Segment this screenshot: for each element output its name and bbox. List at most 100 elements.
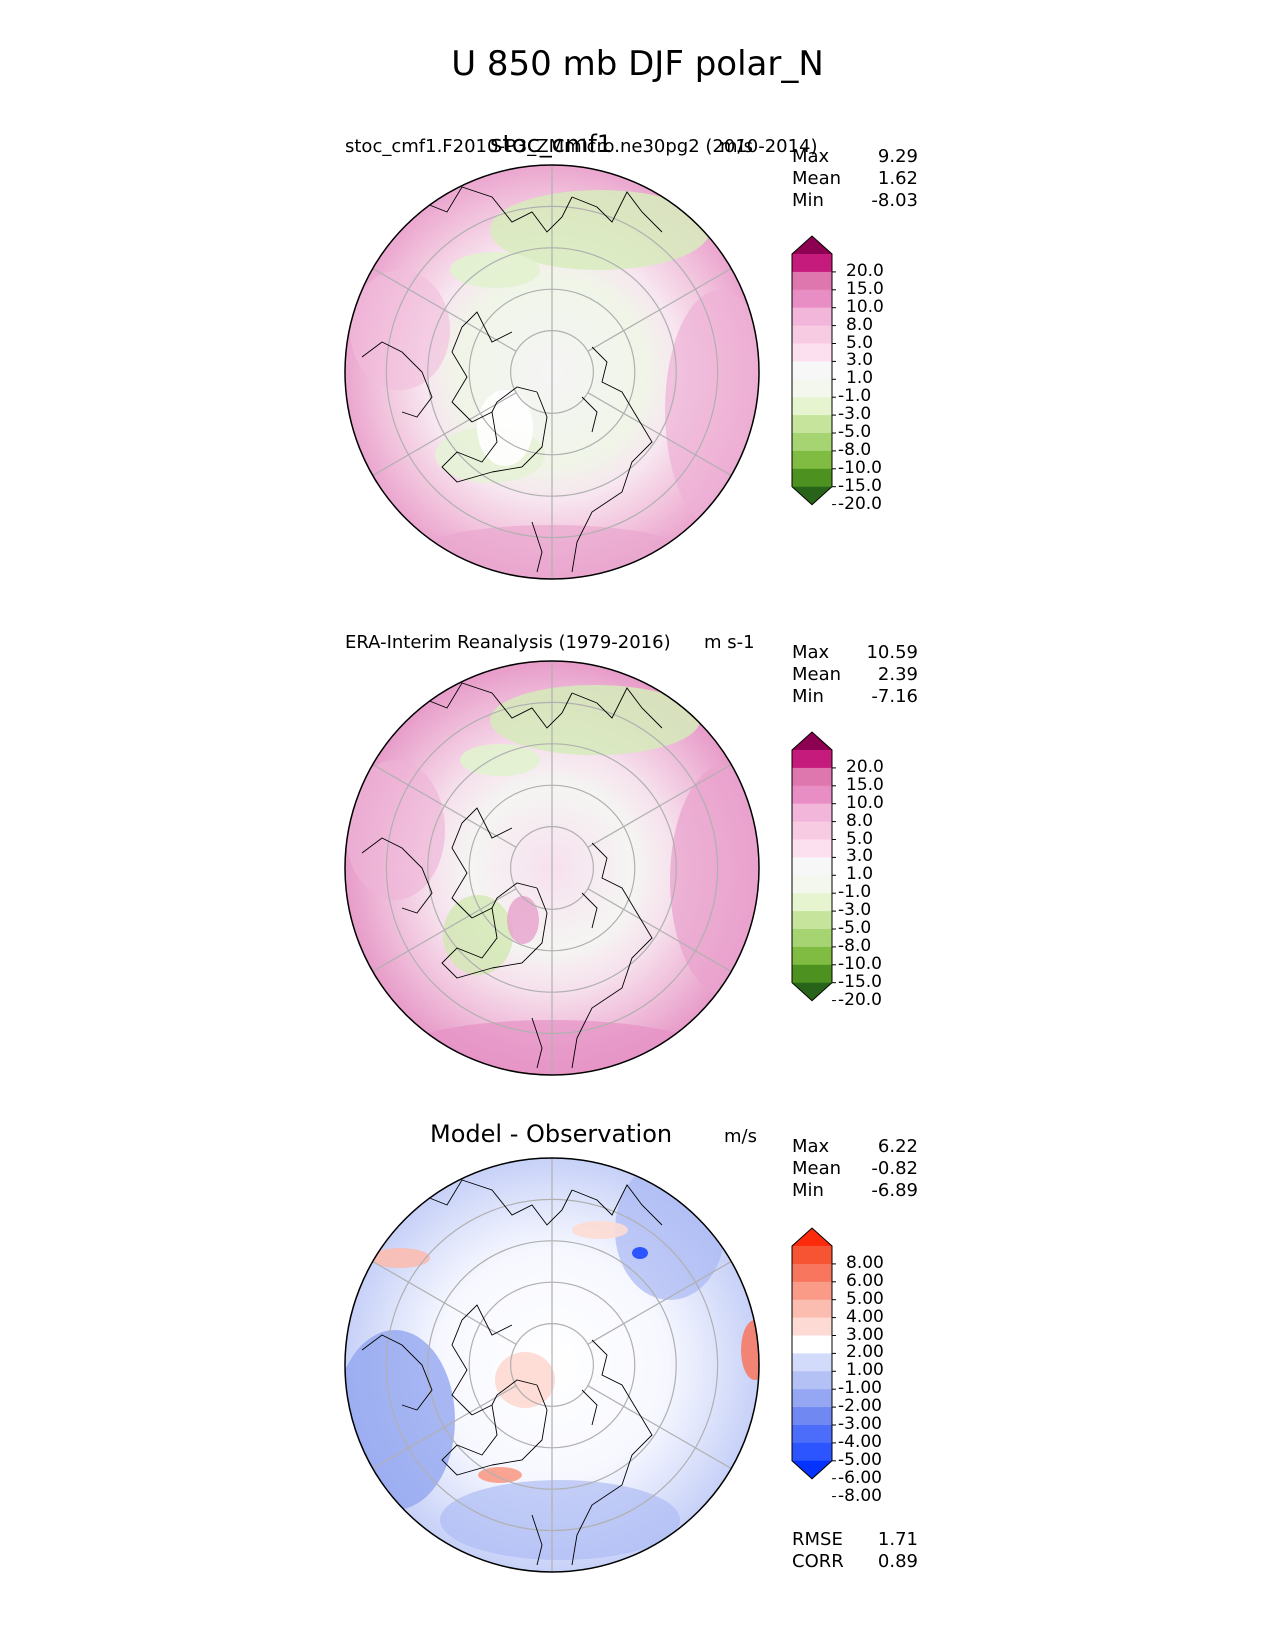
panel2-map-border xyxy=(344,660,760,1076)
panel2-pink-band-east xyxy=(670,765,759,995)
coastline xyxy=(361,221,403,238)
colorbar-segment xyxy=(792,946,832,966)
panel2-mean-label: Mean xyxy=(792,664,842,685)
panel1-colorbar xyxy=(791,235,836,506)
colorbar-extend-max xyxy=(792,732,832,750)
panel1-greenland xyxy=(477,390,533,466)
panel2-map xyxy=(344,660,760,1076)
panel1-pink-band-west xyxy=(350,270,450,390)
colorbar-segment xyxy=(792,1299,832,1319)
panel3-units: m/s xyxy=(724,1126,757,1147)
colorbar-tick-label: 8.0 xyxy=(846,314,874,335)
coastline xyxy=(491,882,538,909)
colorbar-segment xyxy=(792,1353,832,1372)
coastline xyxy=(451,311,513,423)
colorbar-tick-label: 1.0 xyxy=(846,368,874,389)
panel3-colorbar xyxy=(791,1227,836,1498)
colorbar-tick-label: -1.0 xyxy=(838,386,872,407)
panel1-mean-value: 1.62 xyxy=(877,168,918,189)
colorbar-tick-label: -20.0 xyxy=(838,493,882,514)
coastline xyxy=(401,186,573,233)
coastline xyxy=(361,837,433,914)
colorbar-tick-label: 5.0 xyxy=(846,828,874,849)
colorbar-tick-label: -8.0 xyxy=(838,439,872,460)
panel3-blue-min xyxy=(632,1247,648,1259)
colorbar-segment xyxy=(792,307,832,327)
colorbar-tick-label: 3.0 xyxy=(846,350,874,371)
panel2-units: m s-1 xyxy=(704,632,755,653)
colorbar-segment xyxy=(792,397,832,416)
colorbar-segment xyxy=(792,1335,832,1354)
coastline xyxy=(361,717,403,734)
panel3-map xyxy=(344,1157,760,1573)
panel2-coastlines xyxy=(361,682,663,1069)
panel1-title: stoc_cmf1 xyxy=(490,130,613,158)
colorbar-tick-label: 15.0 xyxy=(846,774,884,795)
coastline xyxy=(441,907,498,979)
colorbar-tick-label: -15.0 xyxy=(838,475,882,496)
panel3-min-value: -6.89 xyxy=(871,1180,918,1201)
colorbar-segment xyxy=(792,839,832,858)
graticule-meridian xyxy=(372,888,517,973)
panel3-red-center xyxy=(495,1352,555,1408)
panel1-subtitle-left: stoc_cmf1.F2010-P3_ZMmicro.ne30pg2 (2010… xyxy=(345,136,818,157)
colorbar-tick-label: 20.0 xyxy=(846,756,884,777)
colorbar-segment xyxy=(792,1442,832,1462)
coastline xyxy=(361,1334,433,1411)
panel1-min-value: -8.03 xyxy=(871,190,918,211)
coastline xyxy=(571,191,663,233)
panel2-green-patch xyxy=(460,744,540,776)
colorbar-segment xyxy=(792,803,832,823)
graticule-meridian xyxy=(372,1385,517,1470)
panel3-max-value: 6.22 xyxy=(877,1136,918,1157)
coastline xyxy=(491,1384,548,1466)
panel3-blue-south xyxy=(440,1480,680,1560)
panel2-max-label: Max xyxy=(792,642,830,663)
colorbar-tick-label: 8.0 xyxy=(846,810,874,831)
colorbar-tick-label: 8.00 xyxy=(846,1252,884,1273)
colorbar-tick-label: 20.0 xyxy=(846,260,884,281)
colorbar-tick-label: -20.0 xyxy=(838,989,882,1010)
coastline xyxy=(581,1389,598,1426)
coastline xyxy=(571,842,653,1069)
colorbar-tick-label: -3.00 xyxy=(838,1414,882,1434)
colorbar-segment xyxy=(792,415,832,434)
colorbar-tick-label: 6.00 xyxy=(846,1270,884,1291)
colorbar-extend-min xyxy=(792,1460,832,1479)
panel2-min-value: -7.16 xyxy=(871,686,918,707)
colorbar-segment xyxy=(792,289,832,309)
colorbar-tick-label: -8.0 xyxy=(838,935,872,956)
graticule-meridian xyxy=(587,763,732,848)
panel3-rmse-value: 1.71 xyxy=(877,1529,918,1550)
panel1-min-label: Min xyxy=(792,190,824,211)
graticule-meridian xyxy=(587,267,732,352)
panel3-corr-value: 0.89 xyxy=(877,1551,918,1572)
graticule-meridian xyxy=(372,1260,517,1345)
colorbar-segment xyxy=(792,468,832,488)
panel2-mean-value: 2.39 xyxy=(877,664,918,685)
coastline xyxy=(581,396,598,433)
coastline xyxy=(571,1339,653,1566)
colorbar-segment xyxy=(792,361,832,380)
panel3-red-patch xyxy=(370,1248,430,1268)
colorbar-extend-min xyxy=(792,982,832,1001)
panel1-max-value: 9.29 xyxy=(877,146,918,167)
colorbar-segment xyxy=(792,1281,832,1301)
panel2-greenland-max xyxy=(507,896,539,944)
coastline xyxy=(491,1379,538,1406)
colorbar-tick-label: 10.0 xyxy=(846,792,884,813)
colorbar-tick-label: 4.00 xyxy=(846,1306,884,1327)
coastline xyxy=(531,1514,543,1566)
colorbar-segment xyxy=(792,271,832,291)
panel1-units: m/s xyxy=(720,136,753,157)
colorbar-segment xyxy=(792,1407,832,1426)
panel2-graticule xyxy=(372,661,732,1075)
colorbar-tick-label: 10.0 xyxy=(846,296,884,317)
graticule-meridian xyxy=(587,1260,732,1345)
colorbar-extend-max xyxy=(792,236,832,254)
coastline xyxy=(581,892,598,929)
panel2-subtitle-left: ERA-Interim Reanalysis (1979-2016) xyxy=(345,632,671,653)
panel3-corr-label: CORR xyxy=(792,1551,844,1572)
panel1-green-band xyxy=(490,190,710,270)
graticule-meridian xyxy=(372,763,517,848)
